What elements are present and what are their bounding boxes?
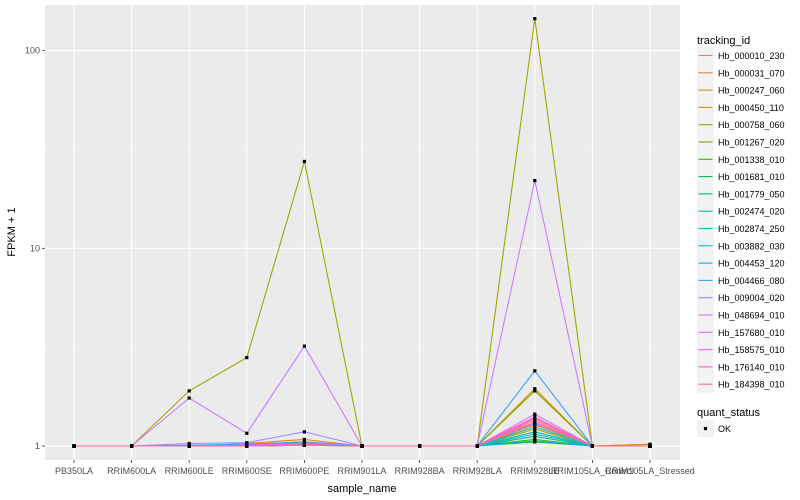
data-point xyxy=(533,387,537,391)
data-point xyxy=(533,389,537,393)
legend-label: Hb_000450_110 xyxy=(718,103,784,113)
legend-label: Hb_001338_010 xyxy=(718,155,785,165)
legend-label: Hb_009004_020 xyxy=(718,293,785,303)
legend: tracking_id Hb_000010_230Hb_000031_070Hb… xyxy=(697,35,785,437)
data-point xyxy=(533,416,537,420)
data-point xyxy=(302,430,306,434)
legend-items: Hb_000010_230 Hb_000031_070 Hb_000247_060 H… xyxy=(697,47,785,393)
data-point xyxy=(533,430,537,434)
data-point xyxy=(590,444,594,448)
x-tick-label: RRIM105LA_Stressed xyxy=(605,466,695,476)
x-tick-label: RRIM928BA xyxy=(395,466,445,476)
x-tick-label: PB350LA xyxy=(55,466,93,476)
legend-label: Hb_176140_010 xyxy=(718,362,785,372)
legend-label: Hb_002474_020 xyxy=(718,207,785,217)
shape-legend-title: quant_status xyxy=(697,407,760,419)
y-tick-label: 100 xyxy=(25,46,40,56)
series-points xyxy=(72,17,652,448)
data-point xyxy=(302,443,306,447)
data-point xyxy=(187,396,191,400)
y-axis-ticks: 1 10 100 xyxy=(25,46,45,451)
data-point xyxy=(648,444,652,448)
x-tick-label: RRIM600LE xyxy=(165,466,214,476)
x-tick-label: RRIM105LA_Control xyxy=(551,466,634,476)
data-point xyxy=(475,444,479,448)
data-point xyxy=(418,444,422,448)
data-point xyxy=(72,444,76,448)
x-axis-title: sample_name xyxy=(327,483,396,495)
data-point xyxy=(533,412,537,416)
legend-label: Hb_158575_010 xyxy=(718,345,785,355)
data-point xyxy=(533,178,537,183)
data-point xyxy=(533,437,537,442)
data-point xyxy=(533,420,537,424)
shape-legend-items: OK xyxy=(697,420,731,437)
shape-legend-label: OK xyxy=(718,424,731,434)
legend-label: Hb_002874_250 xyxy=(718,224,785,234)
data-point xyxy=(245,431,249,435)
legend-label: Hb_184398_010 xyxy=(718,380,785,390)
x-tick-label: RRIM901LA xyxy=(337,466,386,476)
legend-label: Hb_004466_080 xyxy=(718,276,785,286)
x-tick-label: RRIM928LE xyxy=(510,466,559,476)
x-tick-label: RRIM928LA xyxy=(453,466,502,476)
data-point xyxy=(533,439,537,443)
x-axis-ticks: PB350LA RRIM600LA RRIM600LE RRIM600SE RRIM60… xyxy=(55,460,695,476)
data-point xyxy=(245,441,249,445)
data-point xyxy=(533,434,537,438)
legend-label: Hb_000758_060 xyxy=(718,120,785,130)
data-point xyxy=(648,442,652,446)
data-point xyxy=(187,389,191,393)
legend-label: Hb_001681_010 xyxy=(718,172,785,182)
data-point xyxy=(245,444,249,448)
legend-label: Hb_001779_050 xyxy=(718,189,785,199)
major-gridlines xyxy=(45,5,680,460)
data-point xyxy=(302,437,306,442)
y-axis-title: FPKM + 1 xyxy=(6,207,18,256)
data-point xyxy=(360,444,364,448)
data-point xyxy=(533,369,537,373)
y-tick-label: 10 xyxy=(30,243,40,253)
data-point xyxy=(533,432,537,436)
legend-label: Hb_004453_120 xyxy=(718,259,785,269)
legend-label: Hb_157680_010 xyxy=(718,328,785,338)
data-point xyxy=(533,427,537,431)
data-point xyxy=(302,440,306,444)
legend-label: Hb_000031_070 xyxy=(718,68,785,78)
y-tick-label: 1 xyxy=(35,441,40,451)
shape-legend-marker xyxy=(703,426,708,431)
x-tick-label: RRIM600LA xyxy=(107,466,156,476)
data-point xyxy=(533,17,537,21)
x-tick-label: RRIM600PE xyxy=(279,466,329,476)
x-tick-label: RRIM600SE xyxy=(222,466,272,476)
data-point xyxy=(302,344,306,348)
data-point xyxy=(245,356,249,360)
data-point xyxy=(130,444,134,448)
legend-label: Hb_048694_010 xyxy=(718,311,785,321)
legend-label: Hb_000010_230 xyxy=(718,51,785,61)
legend-label: Hb_000247_060 xyxy=(718,86,785,96)
data-point xyxy=(533,418,537,422)
data-point xyxy=(187,444,191,448)
data-point xyxy=(187,441,191,446)
legend-label: Hb_003882_030 xyxy=(718,241,785,251)
data-point xyxy=(533,425,537,429)
legend-label: Hb_001267_020 xyxy=(718,138,785,148)
data-point xyxy=(302,159,306,164)
legend-title: tracking_id xyxy=(697,35,750,47)
